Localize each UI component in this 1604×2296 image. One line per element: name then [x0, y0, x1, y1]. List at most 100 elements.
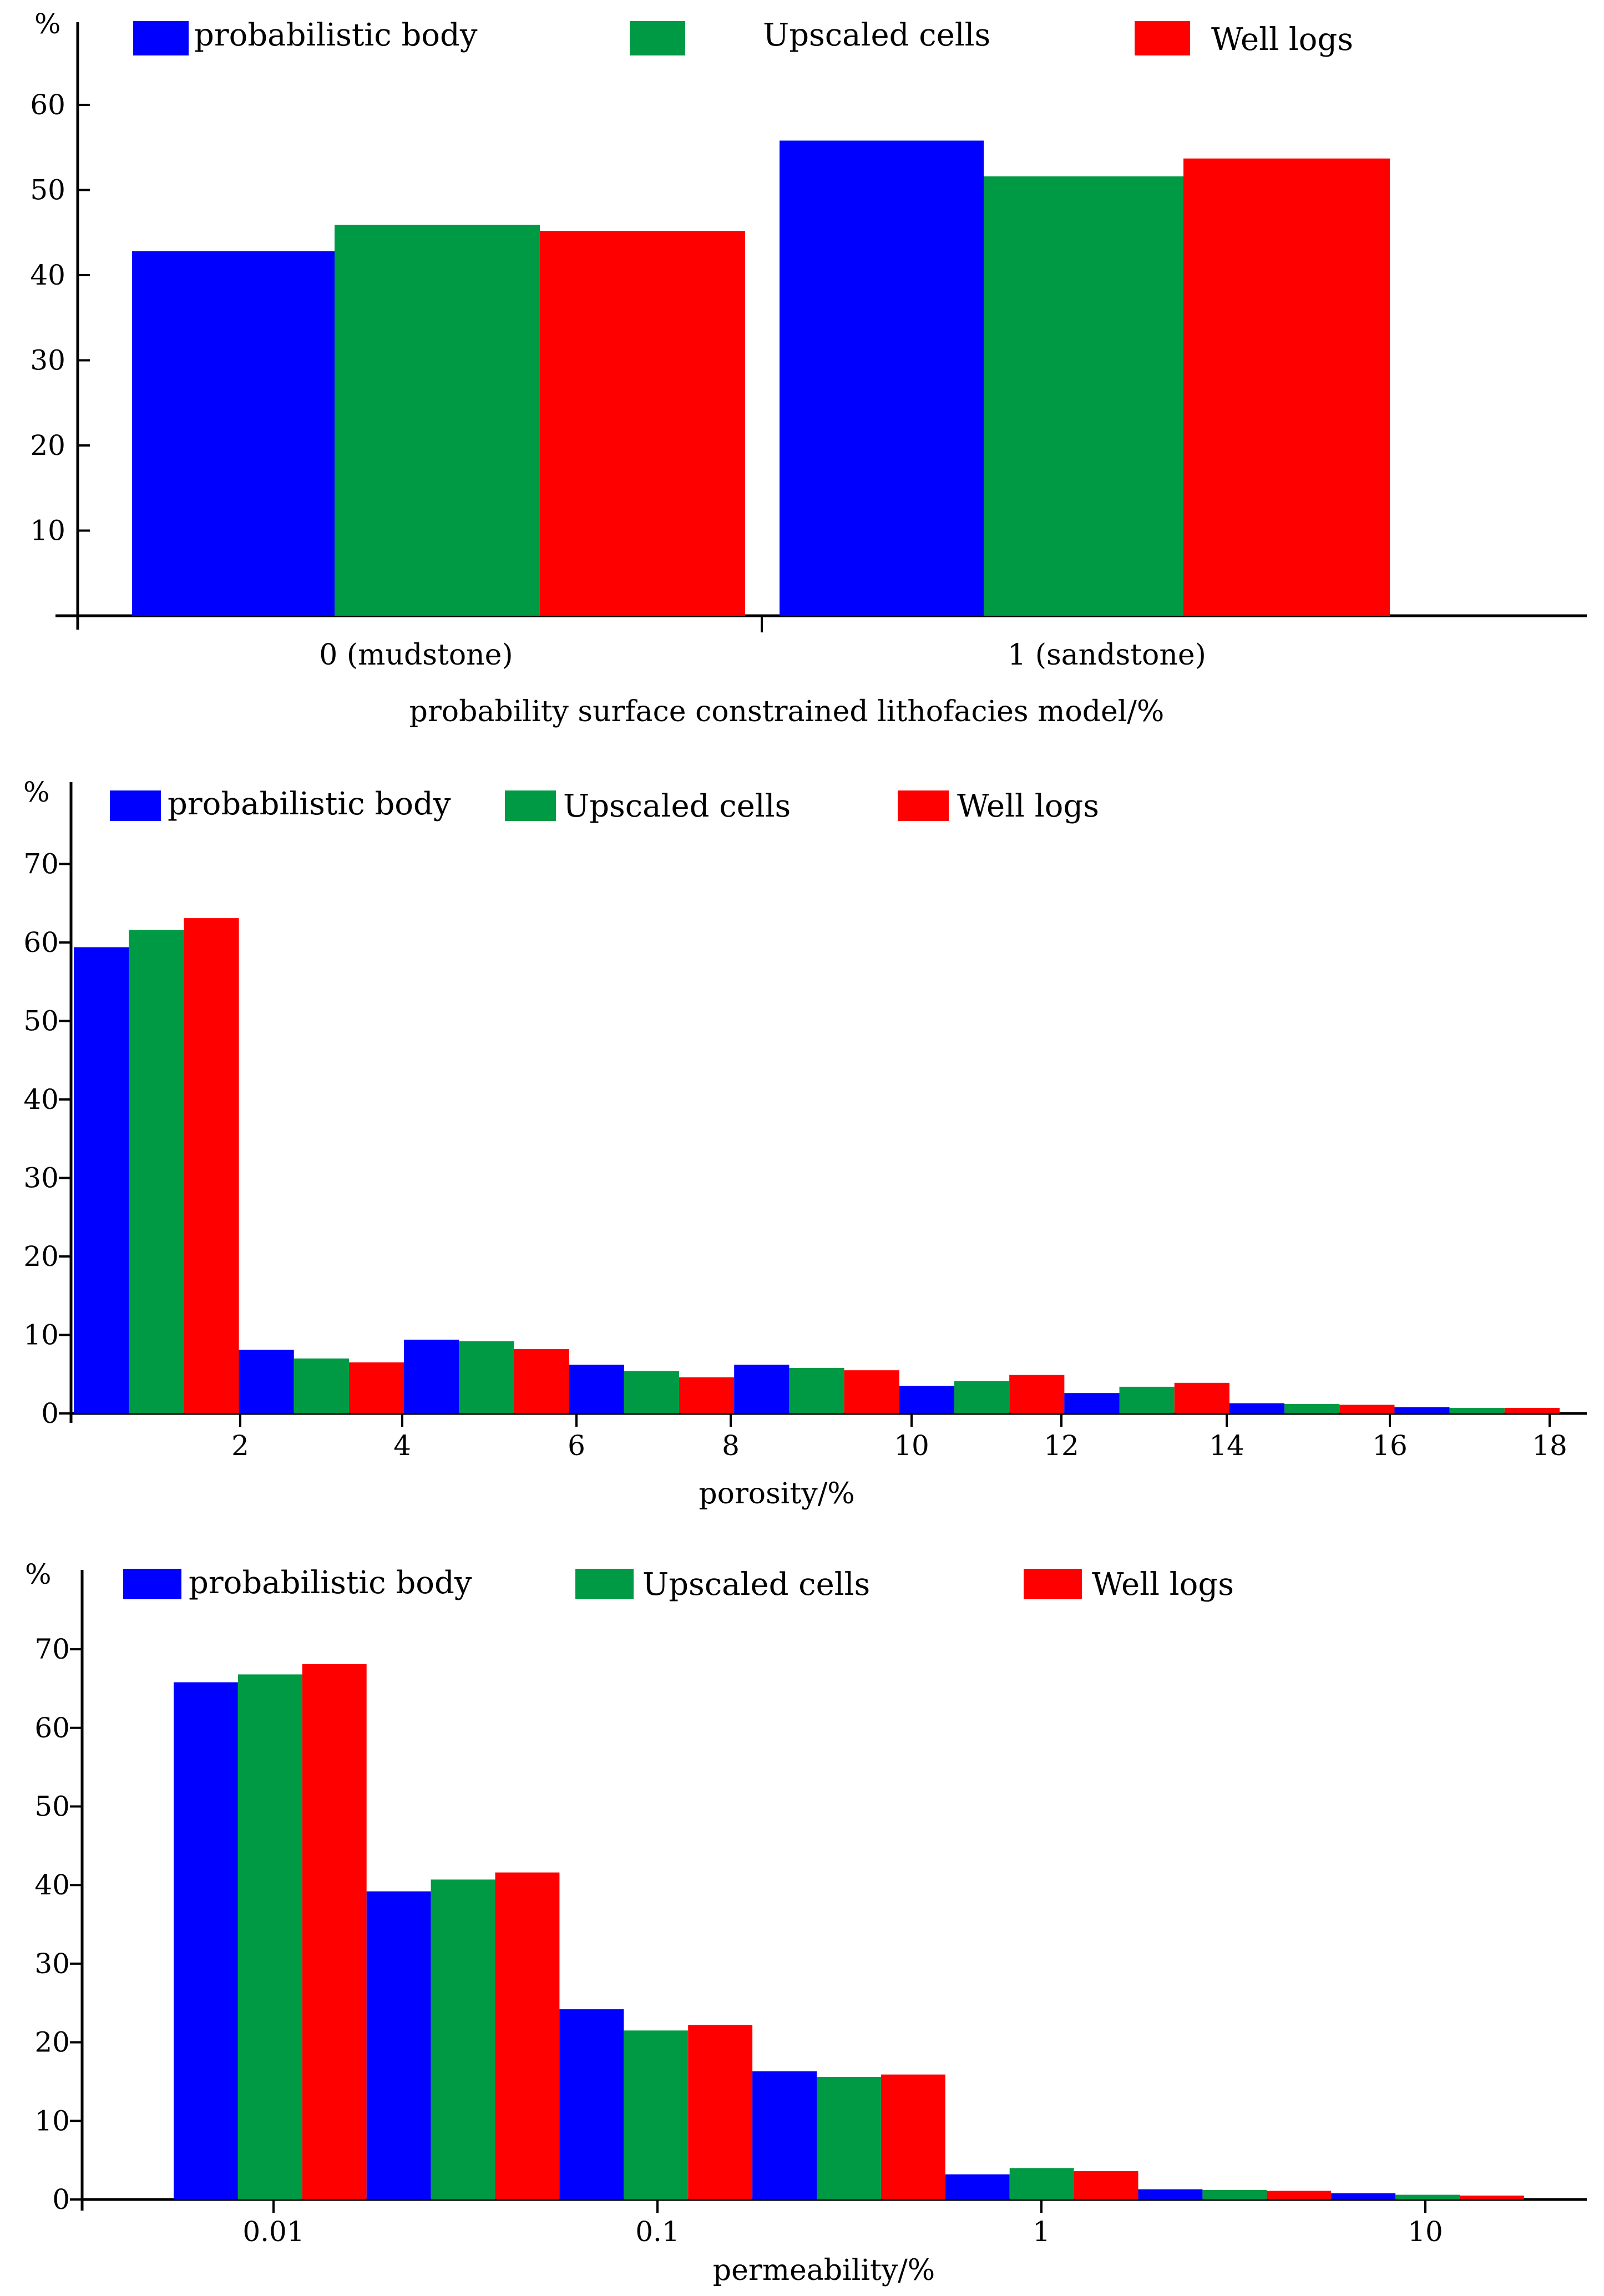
bar-upscaled-cells [335, 225, 540, 616]
x-tick-label: 10 [1408, 2216, 1443, 2248]
legend: probabilistic body Upscaled cells Well l… [110, 786, 1099, 824]
legend-label: Upscaled cells [563, 788, 791, 824]
x-tick-label: 1 [1033, 2216, 1050, 2248]
legend-swatch-probabilistic-body [110, 790, 161, 821]
x-tick-label: 6 [568, 1430, 585, 1462]
y-tick-label: 60 [30, 89, 65, 121]
legend-label: probabilistic body [194, 17, 478, 53]
legend-label: Well logs [1092, 1567, 1234, 1603]
y-tick-label: 30 [30, 344, 65, 377]
bar-probabilistic-body [404, 1339, 459, 1413]
bar-well-logs [1267, 2191, 1332, 2199]
y-tick-label: 40 [23, 1083, 59, 1116]
bar-upscaled-cells [789, 1367, 844, 1413]
legend-label: Upscaled cells [763, 17, 990, 53]
x-tick-label: 2 [231, 1430, 249, 1462]
y-tick-label: 0 [41, 1397, 59, 1430]
bar-well-logs [881, 2074, 945, 2199]
y-tick-label: 60 [23, 926, 59, 959]
legend-label: probabilistic body [168, 786, 451, 822]
bar-upscaled-cells [1395, 2194, 1460, 2199]
bar-well-logs [1339, 1405, 1395, 1413]
bar-well-logs [844, 1370, 899, 1413]
x-axis-title: permeability/% [713, 2254, 935, 2287]
legend-label: Upscaled cells [642, 1567, 870, 1603]
bar-upscaled-cells [624, 1371, 680, 1413]
legend-swatch-well-logs [898, 790, 949, 821]
legend-swatch-well-logs [1024, 1569, 1082, 1599]
bars [132, 140, 1390, 616]
y-tick-label: 50 [23, 1005, 59, 1037]
bar-probabilistic-body [734, 1365, 790, 1413]
y-tick-label: 10 [30, 515, 65, 547]
legend: probabilistic body Upscaled cells Well l… [123, 1565, 1234, 1603]
bar-well-logs [540, 231, 745, 616]
y-unit-label: % [25, 1558, 52, 1590]
legend-label: probabilistic body [189, 1565, 472, 1601]
x-ticks: 0.01 0.1 1 10 [242, 2199, 1443, 2248]
y-tick-label: 20 [23, 1240, 59, 1273]
y-unit-label: % [34, 8, 61, 40]
bar-well-logs [348, 1362, 404, 1413]
bar-upscaled-cells [1202, 2189, 1267, 2199]
bar-well-logs [514, 1349, 569, 1413]
y-tick-label: 50 [34, 1791, 70, 1823]
bar-upscaled-cells [817, 2076, 881, 2199]
bar-upscaled-cells [984, 176, 1183, 616]
chart-permeability: % 0 10 20 30 40 50 60 70 0.01 0.1 1 10 permeabilit… [25, 1558, 1587, 2287]
bar-probabilistic-body [945, 2174, 1010, 2199]
y-tick-label: 10 [23, 1319, 59, 1351]
bars [174, 1664, 1524, 2199]
y-unit-label: % [23, 776, 50, 808]
bar-well-logs [184, 918, 239, 1413]
y-tick-label: 50 [30, 174, 65, 206]
bar-well-logs [1174, 1382, 1229, 1413]
legend-swatch-well-logs [1135, 21, 1190, 55]
legend-swatch-upscaled-cells [630, 21, 685, 55]
y-tick-label: 70 [34, 1633, 70, 1665]
legend-swatch-probabilistic-body [133, 21, 189, 55]
legend-swatch-upscaled-cells [505, 790, 556, 821]
bar-upscaled-cells [294, 1358, 349, 1413]
bar-well-logs [302, 1664, 367, 2199]
bar-probabilistic-body [1394, 1407, 1450, 1413]
legend-swatch-upscaled-cells [575, 1569, 634, 1599]
bar-well-logs [495, 1872, 560, 2199]
bar-probabilistic-body [899, 1386, 954, 1413]
x-tick-label: 12 [1044, 1430, 1079, 1462]
y-tick-label: 0 [52, 2183, 70, 2216]
bar-probabilistic-body [569, 1365, 624, 1413]
x-tick-label: 18 [1532, 1430, 1567, 1462]
y-tick-label: 30 [23, 1162, 59, 1194]
bar-well-logs [1074, 2171, 1139, 2199]
x-tick-label: 8 [722, 1430, 740, 1462]
x-tick-label: 16 [1372, 1430, 1408, 1462]
bar-probabilistic-body [1229, 1403, 1285, 1413]
y-tick-label: 40 [30, 259, 65, 291]
x-tick-label: 0.01 [242, 2216, 304, 2248]
x-tick-label: 4 [393, 1430, 411, 1462]
y-tick-label: 30 [34, 1948, 70, 1980]
bar-well-logs [1504, 1408, 1560, 1413]
bar-well-logs [1183, 158, 1390, 616]
x-category-label: 1 (sandstone) [1008, 638, 1206, 672]
bars [74, 918, 1560, 1413]
y-tick-label: 60 [34, 1712, 70, 1744]
bar-upscaled-cells [237, 1674, 302, 2199]
bar-well-logs [1009, 1375, 1065, 1413]
legend-swatch-probabilistic-body [123, 1569, 181, 1599]
y-tick-label: 10 [34, 2105, 70, 2137]
x-ticks: 2 4 6 8 10 12 14 16 18 [231, 1413, 1567, 1462]
bar-upscaled-cells [459, 1341, 514, 1413]
bar-probabilistic-body [174, 1682, 238, 2199]
bar-probabilistic-body [559, 2009, 624, 2199]
bar-well-logs [679, 1377, 735, 1413]
y-ticks: 0 10 20 30 40 50 60 70 [34, 1633, 82, 2216]
x-category-label: 0 (mudstone) [319, 638, 513, 672]
bar-probabilistic-body [780, 140, 984, 616]
bar-upscaled-cells [1284, 1404, 1340, 1413]
bar-probabilistic-body [1331, 2193, 1396, 2199]
bar-upscaled-cells [1449, 1408, 1505, 1413]
y-tick-label: 20 [30, 429, 65, 462]
bar-probabilistic-body [752, 2071, 817, 2199]
